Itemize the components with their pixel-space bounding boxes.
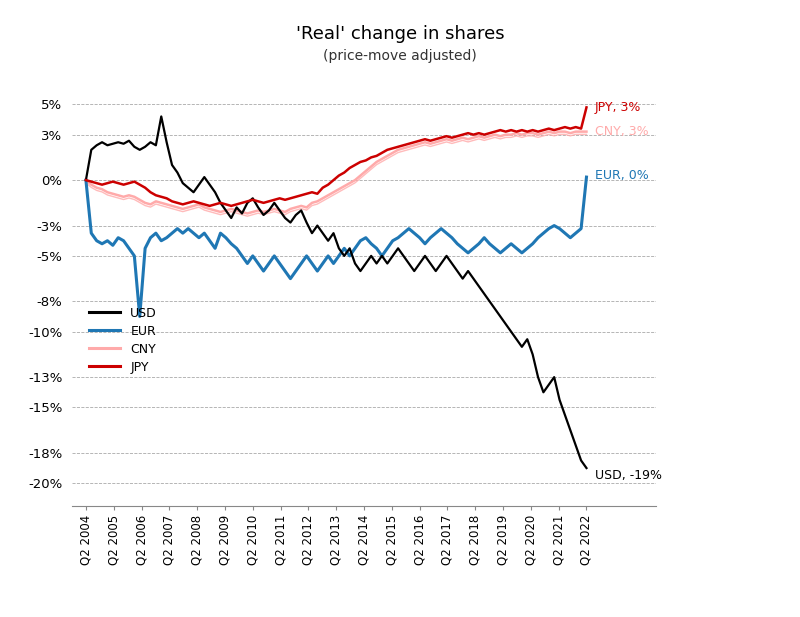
Text: USD, -19%: USD, -19% <box>595 469 662 482</box>
Text: EUR, 0%: EUR, 0% <box>595 169 649 182</box>
Text: JPY, 3%: JPY, 3% <box>595 101 641 114</box>
Text: (price-move adjusted): (price-move adjusted) <box>323 49 477 64</box>
Legend: USD, EUR, CNY, JPY: USD, EUR, CNY, JPY <box>84 302 162 379</box>
Text: 'Real' change in shares: 'Real' change in shares <box>296 25 504 43</box>
Text: CNY, 3%: CNY, 3% <box>595 125 649 138</box>
